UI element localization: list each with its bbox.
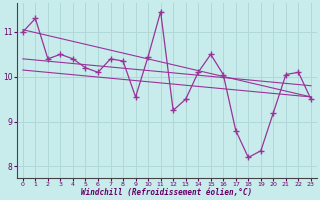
X-axis label: Windchill (Refroidissement éolien,°C): Windchill (Refroidissement éolien,°C) (81, 188, 252, 197)
